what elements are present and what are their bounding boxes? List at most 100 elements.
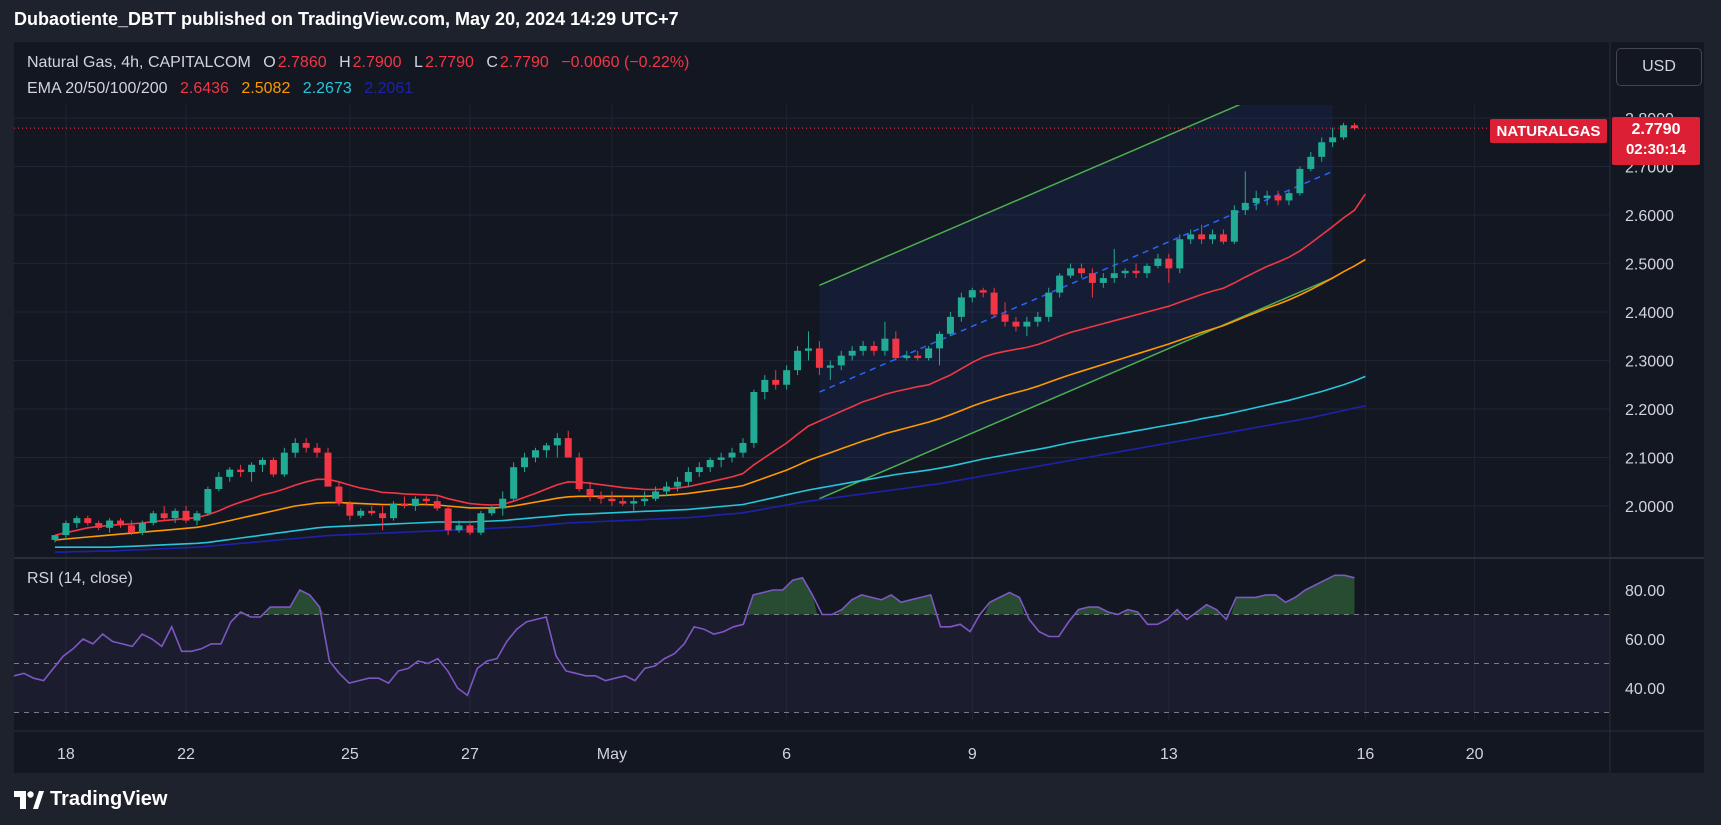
- candle-body: [870, 345, 878, 351]
- price-tick-label: 2.4000: [1625, 305, 1674, 322]
- candle-body: [1056, 275, 1064, 293]
- candle-body: [979, 290, 987, 293]
- candle-body: [1023, 321, 1031, 327]
- high-label: H: [339, 54, 351, 71]
- candle-body: [1252, 198, 1260, 203]
- low-value: 2.7790: [424, 54, 474, 71]
- candle-body: [990, 292, 998, 315]
- candle-body: [794, 350, 802, 371]
- candle-body: [1121, 270, 1129, 274]
- candle-body: [652, 491, 660, 499]
- rsi-line: [14, 574, 1355, 697]
- publisher-caption: Dubaotiente_DBTT published on TradingVie…: [14, 9, 679, 29]
- tradingview-brand[interactable]: TradingView: [14, 788, 167, 811]
- candle-body: [1187, 234, 1195, 240]
- candle-body: [1285, 193, 1293, 201]
- time-tick-label: May: [597, 746, 627, 763]
- candle-body: [455, 525, 463, 531]
- candle-body: [1219, 234, 1227, 242]
- ema200-value: 2.2061: [364, 80, 414, 97]
- close-label: C: [486, 54, 498, 71]
- rsi-label[interactable]: RSI (14, close): [27, 570, 133, 587]
- candle-body: [684, 472, 692, 482]
- candle-body: [641, 498, 649, 502]
- candle-body: [1154, 258, 1162, 266]
- time-tick-label: 22: [177, 746, 195, 763]
- ema-lines: [54, 193, 1367, 553]
- time-tick-label: 18: [57, 746, 75, 763]
- candle-body: [663, 486, 671, 492]
- candle-body: [608, 498, 616, 502]
- rsi-overbought-fill: [1172, 609, 1182, 615]
- candle-body: [248, 464, 256, 473]
- candle-body: [1045, 292, 1053, 317]
- candle-body: [335, 486, 343, 504]
- rsi-tick-label: 80.00: [1625, 583, 1665, 600]
- ema-legend: EMA 20/50/100/200 2.6436 2.5082 2.2673 2…: [27, 80, 415, 98]
- candle-body: [914, 355, 922, 359]
- candle-body: [302, 442, 310, 448]
- candle-body: [586, 489, 594, 497]
- ema100-line: [55, 375, 1366, 549]
- candle-body: [160, 513, 168, 519]
- candle-body: [400, 503, 408, 506]
- candle-body: [892, 338, 900, 359]
- candle-body: [1263, 195, 1271, 199]
- candle-body: [815, 348, 823, 368]
- candle-body: [127, 525, 135, 533]
- candle-body: [433, 501, 441, 509]
- candle-body: [1034, 316, 1042, 322]
- rsi-tick-label: 40.00: [1625, 681, 1665, 698]
- candle-body: [936, 333, 944, 349]
- candle-body: [630, 501, 638, 504]
- currency-button[interactable]: USD: [1616, 48, 1702, 86]
- ohlc-legend: Natural Gas, 4h, CAPITALCOM O 2.7860 H 2.7…: [27, 54, 691, 72]
- open-value: 2.7860: [277, 54, 327, 71]
- candle-body: [477, 513, 485, 533]
- candle-body: [444, 508, 452, 531]
- candle-body: [62, 522, 70, 536]
- ema20-line: [54, 193, 1367, 536]
- time-tick-label: 13: [1160, 746, 1178, 763]
- candle-body: [1340, 125, 1348, 138]
- candle-body: [269, 459, 277, 475]
- open-label: O: [263, 54, 276, 71]
- channel-upper: [819, 105, 1241, 287]
- candle-body: [717, 457, 725, 460]
- brand-name: TradingView: [50, 788, 168, 810]
- candle-body: [531, 450, 539, 458]
- candle-body: [553, 438, 561, 446]
- candle-body: [1132, 270, 1140, 274]
- candle-body: [968, 290, 976, 298]
- candle-body: [750, 392, 758, 443]
- price-tick-label: 2.2000: [1625, 402, 1674, 419]
- price-tick-label: 2.5000: [1625, 257, 1674, 274]
- candles: [51, 122, 1358, 543]
- candle-body: [313, 447, 321, 453]
- candle-body: [204, 489, 212, 514]
- symbol-label[interactable]: Natural Gas, 4h, CAPITALCOM: [27, 54, 251, 71]
- candle-body: [804, 348, 812, 351]
- ema-label[interactable]: EMA 20/50/100/200: [27, 80, 168, 97]
- time-tick-label: 20: [1466, 746, 1484, 763]
- candle-body: [848, 350, 856, 356]
- candle-body: [1296, 168, 1304, 194]
- rsi-overbought-fill: [984, 592, 1025, 615]
- candle-body: [258, 459, 266, 465]
- candle-body: [215, 476, 223, 490]
- candle-body: [881, 338, 889, 351]
- rsi-band: [14, 614, 1610, 713]
- candle-body: [542, 445, 550, 451]
- candle-body: [149, 513, 157, 523]
- candle-body: [346, 503, 354, 516]
- candle-body: [510, 467, 518, 499]
- candle-body: [1012, 321, 1020, 327]
- candle-body: [1307, 156, 1315, 169]
- candle-body: [357, 510, 365, 516]
- candle-body: [925, 348, 933, 359]
- candle-body: [728, 452, 736, 458]
- time-tick-label: 6: [782, 746, 791, 763]
- candle-body: [521, 457, 529, 468]
- candle-body: [695, 467, 703, 473]
